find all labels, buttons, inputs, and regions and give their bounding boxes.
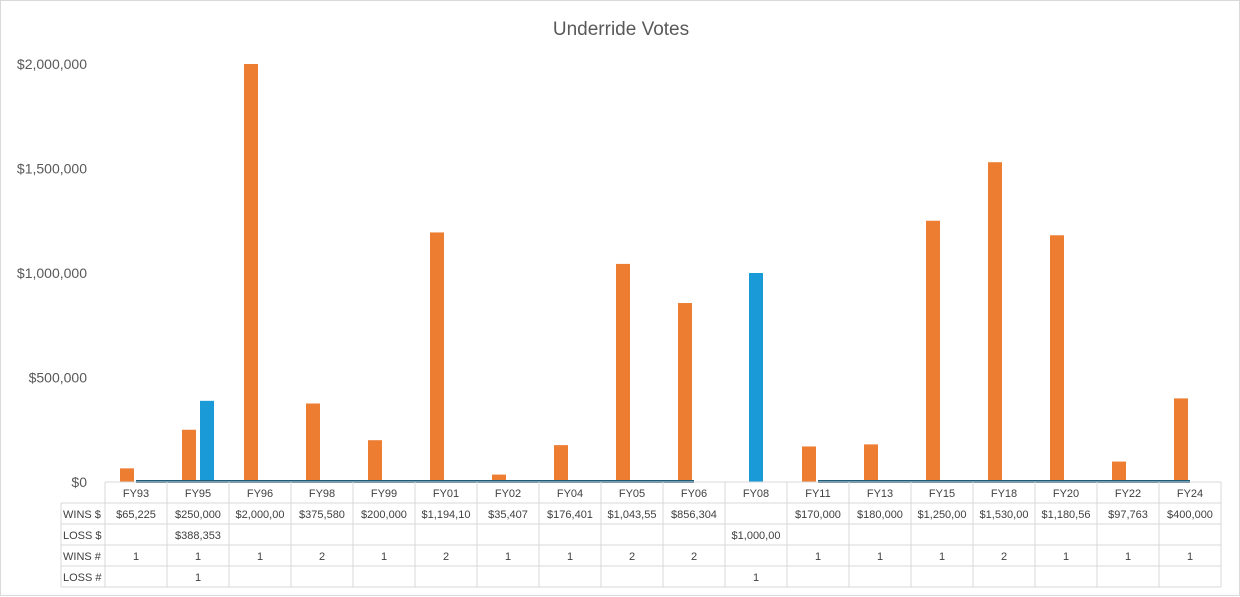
table-cell: 2	[319, 551, 325, 563]
x-tick-label: FY99	[371, 488, 397, 500]
bar-wins-dollar	[182, 430, 196, 482]
y-tick-label: $1,000,000	[17, 265, 87, 281]
bar-wins-dollar	[244, 64, 258, 482]
x-tick-label: FY98	[309, 488, 335, 500]
table-cell: 1	[381, 551, 387, 563]
data-table: FY93 FY95 FY96 FY98 FY99 FY01 FY02 FY04 FY05 FY06…	[61, 482, 1221, 587]
y-axis: $0 $500,000 $1,000,000 $1,500,000 $2,000,000	[17, 56, 87, 490]
table-cell: 1	[939, 551, 945, 563]
y-tick-label: $0	[71, 474, 87, 490]
table-cell: 2	[1001, 551, 1007, 563]
y-tick-label: $1,500,000	[17, 161, 87, 177]
table-cell: $2,000,00	[236, 509, 285, 521]
table-cell: 1	[567, 551, 573, 563]
table-cell: $250,000	[175, 509, 221, 521]
table-cell: 2	[629, 551, 635, 563]
bars	[120, 64, 1188, 482]
bar-loss-dollar	[749, 273, 763, 482]
bar-wins-dollar	[120, 468, 134, 482]
bar-wins-dollar	[430, 232, 444, 482]
table-cell: $375,580	[299, 509, 345, 521]
bar-wins-dollar	[988, 162, 1002, 482]
table-cell: $1,194,10	[422, 509, 471, 521]
x-tick-label: FY15	[929, 488, 955, 500]
x-tick-label: FY05	[619, 488, 645, 500]
chart-title: Underride Votes	[553, 19, 689, 40]
table-cell: 1	[195, 572, 201, 584]
table-cell: $1,000,00	[732, 530, 781, 542]
y-tick-label: $500,000	[29, 370, 88, 386]
table-cell: 1	[877, 551, 883, 563]
x-tick-label: FY18	[991, 488, 1017, 500]
table-cell: $388,353	[175, 530, 221, 542]
table-cell: $180,000	[857, 509, 903, 521]
table-cell: 1	[1125, 551, 1131, 563]
bar-wins-dollar	[802, 446, 816, 482]
table-row-label: WINS #	[63, 551, 102, 563]
x-tick-label: FY01	[433, 488, 459, 500]
bar-wins-dollar	[678, 303, 692, 482]
x-tick-label: FY02	[495, 488, 521, 500]
table-cell: 1	[505, 551, 511, 563]
table-row-label: LOSS $	[63, 530, 102, 542]
table-cell: 1	[1187, 551, 1193, 563]
bar-wins-dollar	[368, 440, 382, 482]
x-tick-label: FY06	[681, 488, 707, 500]
table-cell: $1,180,56	[1042, 509, 1091, 521]
bar-loss-dollar	[200, 401, 214, 482]
table-cell: $65,225	[116, 509, 156, 521]
x-tick-label: FY04	[557, 488, 583, 500]
table-cell: 1	[1063, 551, 1069, 563]
bar-wins-dollar	[1050, 235, 1064, 482]
x-tick-label: FY11	[805, 488, 830, 500]
y-tick-label: $2,000,000	[17, 56, 87, 72]
table-cell: $200,000	[361, 509, 407, 521]
x-tick-label: FY24	[1177, 488, 1203, 500]
table-cell: $1,250,00	[918, 509, 967, 521]
bar-wins-dollar	[1174, 398, 1188, 482]
table-cell: 1	[195, 551, 201, 563]
x-tick-label: FY96	[247, 488, 273, 500]
table-cell: $35,407	[488, 509, 528, 521]
table-cell: 1	[133, 551, 139, 563]
bar-wins-dollar	[1112, 462, 1126, 482]
bar-wins-dollar	[864, 444, 878, 482]
x-tick-label: FY93	[123, 488, 149, 500]
bar-wins-dollar	[926, 221, 940, 482]
table-cell: 1	[753, 572, 759, 584]
x-tick-label: FY13	[867, 488, 893, 500]
x-tick-label: FY20	[1053, 488, 1079, 500]
table-cell: $856,304	[671, 509, 717, 521]
table-row-label: LOSS #	[63, 572, 102, 584]
bar-wins-dollar	[306, 404, 320, 482]
x-tick-label: FY08	[743, 488, 769, 500]
table-cell: 1	[815, 551, 821, 563]
table-cell: $97,763	[1108, 509, 1148, 521]
bar-wins-dollar	[554, 445, 568, 482]
table-cell: $170,000	[795, 509, 841, 521]
x-tick-label: FY95	[185, 488, 211, 500]
table-cell: 2	[443, 551, 449, 563]
bar-wins-dollar	[616, 264, 630, 482]
table-cell: $400,000	[1167, 509, 1213, 521]
table-row-label: WINS $	[63, 509, 101, 521]
table-cell: $176,401	[547, 509, 593, 521]
table-cell: 2	[691, 551, 697, 563]
table-cell: 1	[257, 551, 263, 563]
x-tick-label: FY22	[1115, 488, 1141, 500]
table-cell: $1,530,00	[980, 509, 1029, 521]
table-cell: $1,043,55	[608, 509, 657, 521]
